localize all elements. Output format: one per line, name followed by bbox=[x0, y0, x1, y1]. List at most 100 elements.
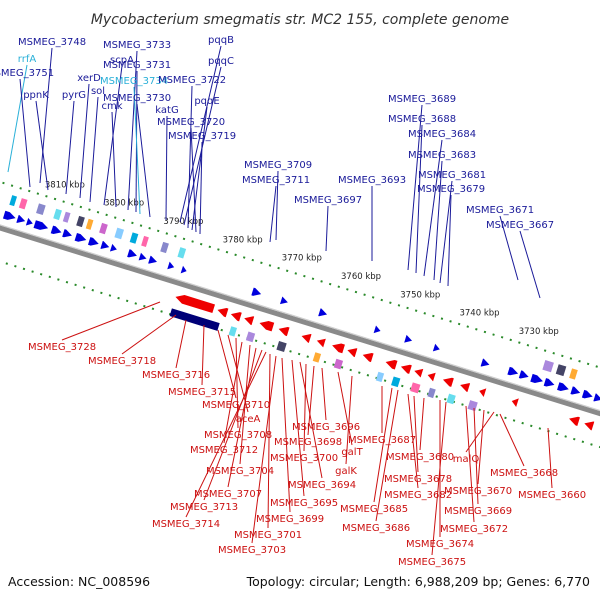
tick-outer bbox=[182, 237, 186, 241]
label-forward: MSMEG_3734 bbox=[100, 76, 168, 87]
tick-inner bbox=[254, 339, 258, 342]
label-forward: xerD bbox=[77, 73, 101, 84]
domain-block-reverse bbox=[410, 382, 421, 394]
forward-gene bbox=[127, 249, 137, 258]
label-reverse: malQ bbox=[453, 454, 480, 465]
genome-backbone bbox=[0, 224, 600, 417]
tick-inner bbox=[495, 413, 499, 417]
tick-inner bbox=[272, 344, 275, 348]
tick-outer bbox=[165, 232, 169, 235]
tick-inner bbox=[555, 432, 559, 436]
tick-outer bbox=[440, 317, 444, 320]
tick-inner bbox=[14, 265, 17, 268]
tick-inner bbox=[39, 272, 43, 276]
leader-forward bbox=[7, 64, 28, 173]
label-reverse: MSMEG_3672 bbox=[440, 524, 508, 535]
tick-inner bbox=[332, 363, 335, 366]
forward-gene bbox=[148, 255, 157, 264]
leader-reverse bbox=[185, 351, 267, 518]
scale-label: 3780 kbp bbox=[223, 235, 263, 245]
tick-inner bbox=[401, 384, 404, 388]
leader-forward bbox=[136, 103, 151, 218]
tick-outer bbox=[569, 357, 573, 360]
backbone-line bbox=[0, 225, 600, 417]
domain-block-forward bbox=[62, 211, 71, 223]
tick-outer bbox=[19, 187, 22, 190]
label-forward: MSMEG_3722 bbox=[158, 75, 226, 86]
tick-outer bbox=[36, 192, 40, 195]
leader-reverse bbox=[201, 324, 205, 386]
forward-gene bbox=[16, 214, 26, 223]
tick-outer bbox=[328, 282, 332, 286]
tick-outer bbox=[509, 338, 512, 342]
tick-inner bbox=[349, 368, 352, 372]
tick-inner bbox=[143, 304, 146, 308]
leader-forward bbox=[65, 100, 75, 195]
label-forward: MSMEG_3671 bbox=[466, 205, 534, 216]
label-forward: MSMEG_3731 bbox=[103, 60, 171, 71]
tick-outer bbox=[199, 242, 203, 246]
tick-outer bbox=[294, 272, 298, 275]
label-reverse: MSMEG_3694 bbox=[288, 480, 356, 491]
label-forward: MSMEG_3719 bbox=[168, 131, 236, 142]
accession-text: Accession: NC_008596 bbox=[8, 574, 150, 589]
scale-label: 3750 kbp bbox=[400, 290, 440, 300]
label-reverse: galT bbox=[341, 447, 363, 458]
forward-gene bbox=[507, 366, 519, 376]
label-leader-lines bbox=[7, 45, 553, 556]
leader-forward bbox=[199, 141, 203, 235]
domain-block-forward bbox=[9, 195, 18, 207]
scale-label: 3760 kbp bbox=[341, 272, 381, 282]
label-forward: sol bbox=[91, 86, 105, 97]
tick-inner bbox=[383, 379, 387, 382]
forward-gene bbox=[557, 382, 569, 391]
tick-outer bbox=[10, 184, 14, 187]
tick-outer bbox=[27, 189, 31, 193]
reverse-gene bbox=[347, 348, 358, 358]
tick-outer bbox=[586, 362, 590, 366]
leader-forward bbox=[111, 111, 117, 208]
label-forward: MSMEG_3748 bbox=[18, 37, 86, 48]
forward-gene bbox=[432, 343, 440, 352]
forward-gene bbox=[404, 334, 413, 343]
label-reverse: MSMEG_3704 bbox=[206, 466, 274, 477]
label-forward: katG bbox=[155, 105, 178, 116]
tick-inner bbox=[590, 443, 593, 446]
leader-forward bbox=[187, 85, 193, 229]
label-forward: cmk bbox=[101, 101, 122, 112]
tick-outer bbox=[62, 200, 65, 203]
tick-outer bbox=[311, 277, 315, 281]
reverse-gene bbox=[217, 308, 229, 318]
leader-reverse bbox=[251, 355, 277, 544]
domain-block-reverse bbox=[312, 352, 322, 363]
label-forward: MSMEG_3684 bbox=[408, 129, 476, 140]
scale-label: 3770 kbp bbox=[282, 254, 322, 264]
leader-reverse bbox=[477, 409, 485, 485]
forward-gene bbox=[318, 308, 328, 317]
domain-block-forward bbox=[76, 215, 85, 228]
tick-inner bbox=[598, 445, 600, 449]
tick-inner bbox=[134, 302, 138, 305]
forward-gene bbox=[62, 229, 72, 238]
forward-gene bbox=[167, 261, 175, 270]
tick-outer bbox=[466, 325, 469, 328]
forward-gene bbox=[518, 370, 529, 379]
tick-inner bbox=[478, 408, 481, 412]
tick-outer bbox=[449, 320, 452, 323]
label-forward: MSMEG_3679 bbox=[417, 184, 485, 195]
label-reverse: MSMEG_3682 bbox=[384, 490, 452, 501]
tick-inner bbox=[340, 366, 344, 369]
leader-forward bbox=[415, 124, 423, 274]
tick-inner bbox=[564, 435, 567, 438]
tick-inner bbox=[444, 397, 447, 401]
reverse-gene bbox=[427, 372, 436, 382]
label-forward: ppnK bbox=[23, 90, 49, 101]
forward-gene bbox=[570, 386, 581, 395]
tick-inner bbox=[461, 403, 464, 406]
label-forward: pqqE bbox=[194, 96, 219, 107]
leader-reverse bbox=[303, 363, 307, 452]
tick-inner bbox=[573, 437, 576, 441]
domain-block-forward bbox=[36, 203, 46, 216]
label-forward: pqqB bbox=[208, 35, 234, 46]
leader-reverse bbox=[175, 319, 187, 369]
